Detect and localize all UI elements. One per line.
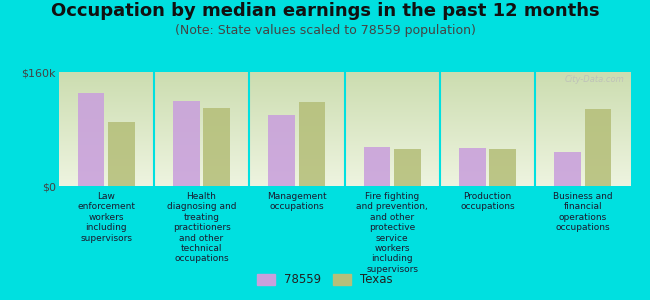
- Legend: 78559, Texas: 78559, Texas: [252, 269, 398, 291]
- Text: Occupation by median earnings in the past 12 months: Occupation by median earnings in the pas…: [51, 2, 599, 20]
- Text: Fire fighting
and prevention,
and other
protective
service
workers
including
sup: Fire fighting and prevention, and other …: [356, 192, 428, 274]
- Bar: [268, 115, 295, 186]
- Bar: [489, 149, 516, 186]
- Bar: [394, 149, 421, 186]
- Bar: [459, 148, 486, 186]
- Bar: [173, 100, 200, 186]
- Bar: [77, 93, 104, 186]
- Text: Production
occupations: Production occupations: [460, 192, 515, 212]
- Bar: [108, 122, 135, 186]
- Bar: [363, 147, 390, 186]
- Text: Law
enforcement
workers
including
supervisors: Law enforcement workers including superv…: [77, 192, 135, 243]
- Text: City-Data.com: City-Data.com: [565, 75, 625, 84]
- Text: Health
diagnosing and
treating
practitioners
and other
technical
occupations: Health diagnosing and treating practitio…: [167, 192, 236, 263]
- Bar: [299, 102, 326, 186]
- Bar: [203, 108, 230, 186]
- Text: Business and
financial
operations
occupations: Business and financial operations occupa…: [553, 192, 613, 232]
- Bar: [554, 152, 581, 186]
- Text: Management
occupations: Management occupations: [267, 192, 327, 212]
- Text: (Note: State values scaled to 78559 population): (Note: State values scaled to 78559 popu…: [175, 24, 475, 37]
- Bar: [585, 109, 612, 186]
